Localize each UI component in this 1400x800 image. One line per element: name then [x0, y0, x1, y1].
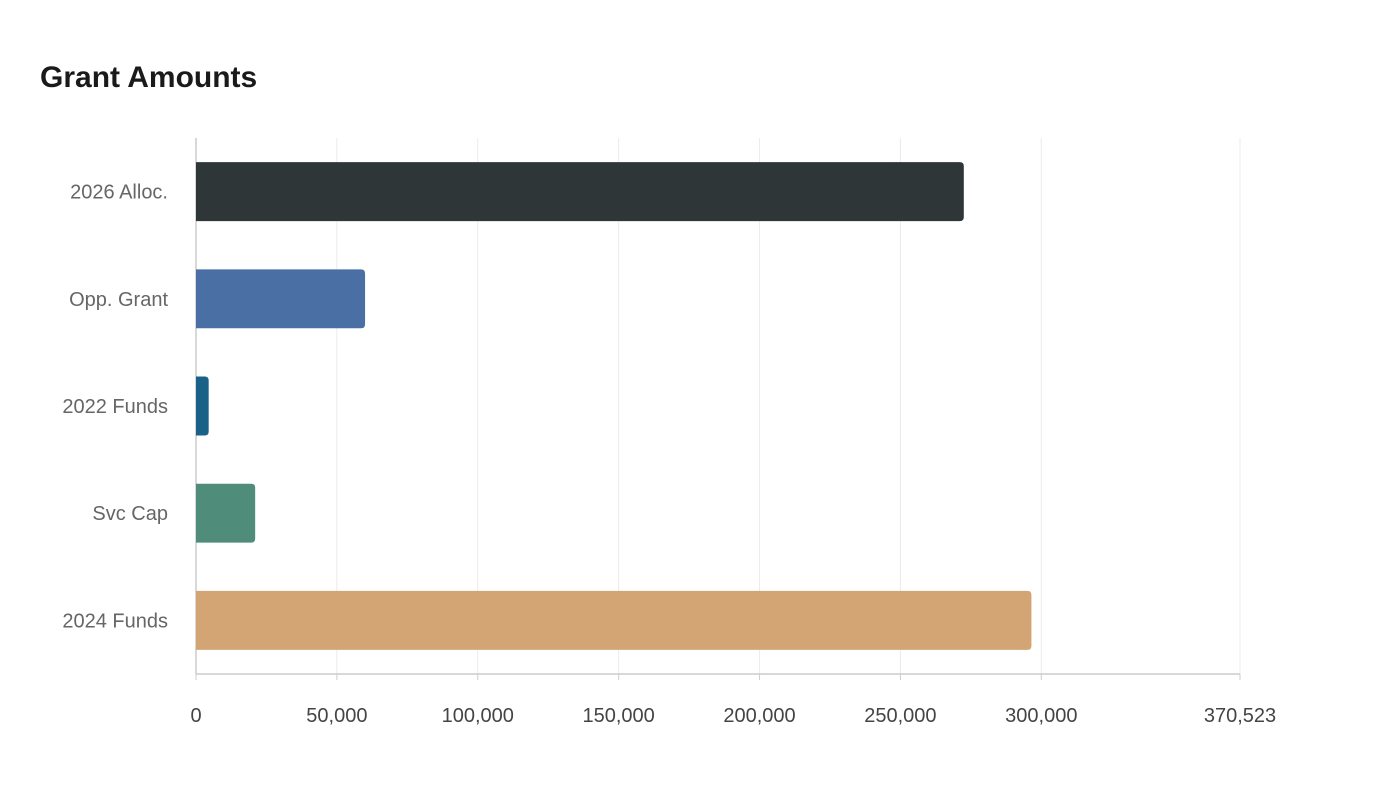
bar	[196, 376, 209, 436]
x-tick-label: 100,000	[442, 705, 514, 727]
bar	[196, 590, 1032, 650]
bar	[196, 162, 964, 222]
bar	[196, 269, 366, 329]
bars	[196, 162, 1032, 650]
grid-lines	[336, 138, 1241, 674]
x-tick-label: 150,000	[582, 705, 654, 727]
chart-title: Grant Amounts	[40, 61, 258, 94]
category-label: 2026 Alloc.	[70, 182, 168, 204]
category-label: 2024 Funds	[62, 610, 168, 632]
x-tick-label: 300,000	[1005, 705, 1077, 727]
category-label: 2022 Funds	[62, 396, 168, 418]
x-tick-label: 50,000	[306, 705, 367, 727]
bar	[196, 483, 256, 543]
category-label: Svc Cap	[92, 503, 168, 525]
x-tick-label: 0	[190, 705, 201, 727]
x-tick-label: 200,000	[723, 705, 795, 727]
category-label: Opp. Grant	[69, 289, 168, 311]
labels: 2026 Alloc. Opp. Grant 2022 Funds Svc Cap 20…	[62, 182, 168, 633]
x-tick-label: 370,523	[1204, 705, 1276, 727]
x-tick-label: 250,000	[864, 705, 936, 727]
